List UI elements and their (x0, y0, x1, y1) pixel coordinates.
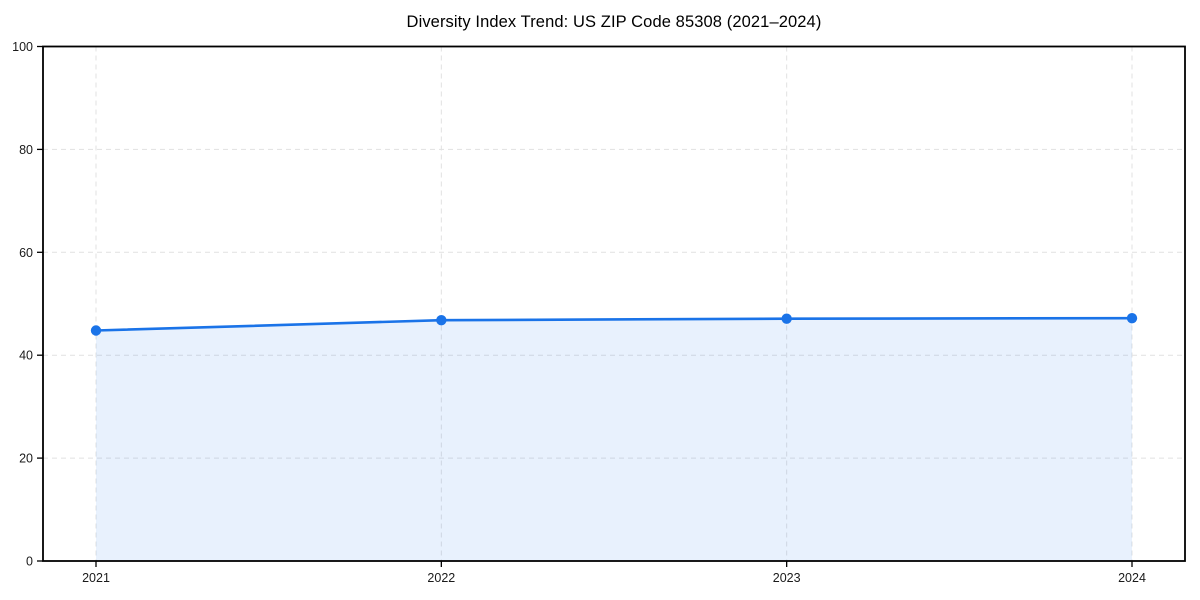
x-tick-label: 2024 (1118, 571, 1146, 585)
data-point-2023 (781, 313, 792, 324)
data-point-2024 (1126, 312, 1138, 324)
y-tick-label: 20 (19, 452, 33, 466)
y-tick-label: 80 (19, 143, 33, 157)
y-tick-label: 40 (19, 349, 33, 363)
axis-frame (42, 45, 1186, 562)
x-tick-label: 2021 (82, 571, 110, 585)
trend-line (94, 316, 1134, 332)
x-tick-label: 2023 (773, 571, 801, 585)
data-point-2021 (90, 325, 102, 336)
y-tick-label: 0 (26, 555, 33, 569)
x-tick-label: 2022 (427, 571, 455, 585)
y-tick-label: 100 (12, 40, 33, 54)
chart-title: Diversity Index Trend: US ZIP Code 85308… (406, 13, 822, 31)
y-tick-label: 60 (19, 246, 33, 260)
area-fill (96, 318, 1132, 561)
tick-marks (37, 45, 1133, 567)
tick-labels: 2021 2022 2023 2024 0 20 40 60 80 100 (12, 40, 1146, 585)
data-point-2022 (436, 315, 447, 326)
